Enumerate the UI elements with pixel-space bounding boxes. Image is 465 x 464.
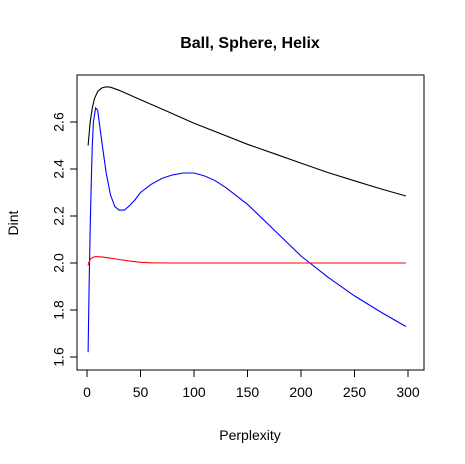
x-tick-label: 150: [236, 384, 260, 400]
plot-frame: [76, 74, 425, 371]
x-axis-label: Perplexity: [219, 427, 280, 443]
series-line-1: [87, 86, 407, 197]
x-tick-label: 50: [133, 384, 149, 400]
y-axis: 1.6 1.8 2.0 2.2 2.4 2.6: [51, 112, 78, 367]
series-layer: [87, 86, 407, 353]
x-tick-label: 100: [182, 384, 206, 400]
x-tick-label: 200: [289, 384, 313, 400]
x-tick-label: 0: [83, 384, 91, 400]
x-tick-label: 300: [396, 384, 420, 400]
y-tick-label: 2.2: [51, 206, 67, 226]
x-axis: 0 50 100 150 200 250 300: [83, 369, 420, 400]
chart-title: Ball, Sphere, Helix: [180, 35, 320, 52]
y-tick-label: 2.0: [51, 253, 67, 273]
y-tick-label: 2.4: [51, 159, 67, 179]
y-tick-label: 1.6: [51, 347, 67, 367]
x-tick-label: 250: [343, 384, 367, 400]
series-line-2: [87, 106, 407, 353]
y-axis-label: Dint: [5, 210, 21, 235]
y-tick-label: 1.8: [51, 300, 67, 320]
y-tick-label: 2.6: [51, 112, 67, 132]
series-line-3: [87, 256, 406, 266]
